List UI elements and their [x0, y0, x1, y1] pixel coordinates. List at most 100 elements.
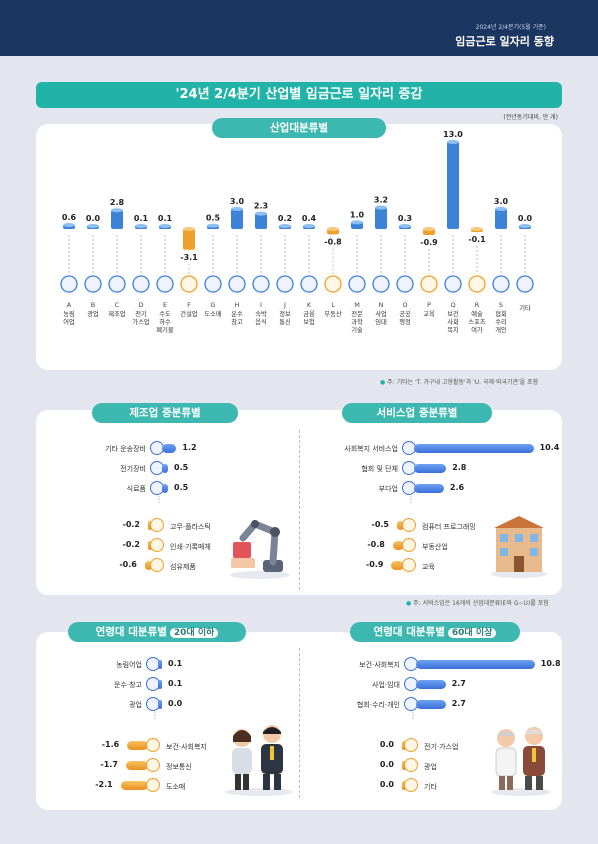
industry-category-code: B: [91, 301, 95, 309]
industry-bar-cap: [159, 224, 171, 228]
row-icon: [146, 738, 160, 752]
industry-value-label: 13.0: [443, 130, 463, 139]
industry-category-name: 하수: [159, 317, 171, 326]
industry-value-label: 2.3: [254, 202, 268, 211]
industry-category-code: L: [331, 301, 335, 309]
industry-value-label: -0.8: [324, 237, 342, 246]
industry-icon: [252, 275, 270, 293]
row-value: 0.0: [379, 740, 394, 749]
row-label: 부동산업: [422, 543, 448, 551]
industry-value-label: 0.1: [158, 214, 173, 223]
age60-pill: 연령대 대분류별 60대 이상: [350, 622, 520, 642]
industry-value-label: 0.5: [206, 214, 221, 223]
industry-value-label: 0.1: [134, 214, 149, 223]
industry-category-name: 창고: [231, 318, 243, 326]
row-value: 0.5: [174, 463, 189, 472]
positive-bar: [414, 464, 447, 473]
row-label: 광업: [129, 701, 142, 709]
industry-value-label: 0.0: [518, 214, 533, 223]
industry-icon: [84, 275, 102, 293]
industry-category-code: N: [379, 301, 384, 309]
industry-category-name: 기타: [519, 303, 531, 312]
industry-bar-cap: [471, 227, 483, 231]
service-note: ● 주: 서비스업은 16개의 산업대분류(E와 G~U)를 포함: [406, 600, 549, 607]
row-value: 2.8: [452, 463, 467, 472]
industry-icon: [276, 275, 294, 293]
industry-bar-cap: [375, 205, 387, 210]
positive-bar: [416, 660, 535, 669]
industry-bar-cap: [135, 224, 147, 228]
industry-category-code: D: [138, 301, 143, 309]
industry-category-name: 운수: [231, 310, 243, 318]
industry-category-code: C: [115, 301, 120, 309]
positive-bar: [162, 484, 168, 493]
top-header: 2024년 2/4분기(5월 기준) 임금근로 일자리 동향: [0, 0, 598, 56]
industry-value-label: 0.2: [278, 214, 292, 223]
industry-category-name: 부동산: [324, 309, 342, 318]
industry-category-name: 가스업: [132, 317, 149, 326]
positive-bar: [414, 484, 444, 493]
industry-category-name: 폐기물: [156, 325, 174, 334]
industry-icon: [444, 275, 462, 293]
industry-value-label: 3.0: [494, 197, 509, 206]
negative-bar: [120, 781, 148, 790]
row-label: 정보통신: [166, 763, 192, 771]
industry-category-name: 사회: [447, 317, 459, 326]
industry-category-name: 통신: [279, 317, 291, 326]
robot-arm-illustration: [230, 519, 290, 579]
industry-pill: 산업대분류별: [212, 118, 386, 138]
row-icon: [404, 778, 418, 792]
row-value: -0.2: [122, 540, 141, 549]
row-value: -1.7: [100, 760, 118, 769]
senior-workers-illustration: [491, 727, 551, 796]
industry-icon: [348, 275, 366, 293]
industry-note: ● 주: 기타는 'T. 가구내 고용활동'과 'U. 국제·외국기관'을 포함: [380, 379, 539, 386]
row-value: -0.8: [367, 540, 385, 549]
row-value: -0.5: [371, 520, 390, 529]
industry-card: [36, 124, 562, 370]
row-label: 사회복지 서비스업: [344, 445, 398, 453]
industry-category-name: 전기: [135, 309, 147, 318]
row-label: 컴퓨터 프로그래밍: [422, 523, 476, 531]
row-value: -0.9: [365, 560, 384, 569]
ellipsis-dots: ⋮: [409, 711, 417, 720]
industry-category-name: 여가: [471, 325, 483, 334]
row-icon: [146, 778, 160, 792]
industry-icon: [60, 275, 78, 293]
industry-value-label: 0.4: [302, 214, 317, 223]
industry-value-label: 0.3: [398, 214, 412, 223]
header-title: 임금근로 일자리 동향: [455, 35, 554, 48]
industry-icon: [228, 275, 246, 293]
row-label: 농림어업: [116, 661, 142, 669]
row-label: 기타 운송장비: [105, 445, 146, 453]
positive-bar: [158, 680, 162, 689]
industry-bar-cap: [495, 206, 507, 211]
industry-bar-cap: [519, 224, 531, 228]
header-date: 2024년 2/4분기(5월 기준): [475, 24, 546, 31]
industry-bar: [447, 141, 459, 229]
industry-icon: [300, 275, 318, 293]
row-value: -0.6: [119, 560, 137, 569]
row-value: 0.5: [174, 483, 189, 492]
positive-bar: [162, 444, 177, 453]
industry-category-code: P: [427, 301, 431, 309]
industry-category-code: J: [283, 301, 286, 309]
row-icon: [402, 518, 416, 532]
industry-category-name: 수리: [495, 317, 507, 326]
age-divider: [299, 648, 300, 798]
row-value: 0.0: [379, 760, 394, 769]
unit-label: (전년동기대비, 만 개): [503, 114, 558, 121]
row-label: 섬유제품: [170, 563, 196, 571]
industry-category-name: 협회: [495, 309, 507, 318]
industry-category-name: 행정: [399, 317, 411, 326]
industry-value-label: 0.0: [86, 214, 101, 223]
industry-bar: [183, 229, 195, 250]
industry-icon: [156, 275, 174, 293]
industry-category-name: 광업: [87, 310, 99, 318]
manufacturing-pill: 제조업 중분류별: [92, 403, 238, 423]
negative-bar: [391, 561, 404, 570]
positive-bar: [414, 444, 534, 453]
industry-bar-cap: [255, 211, 267, 216]
page-title: '24년 2/4분기 산업별 임금근로 일자리 증감: [36, 82, 562, 108]
industry-bar-cap: [447, 139, 459, 144]
